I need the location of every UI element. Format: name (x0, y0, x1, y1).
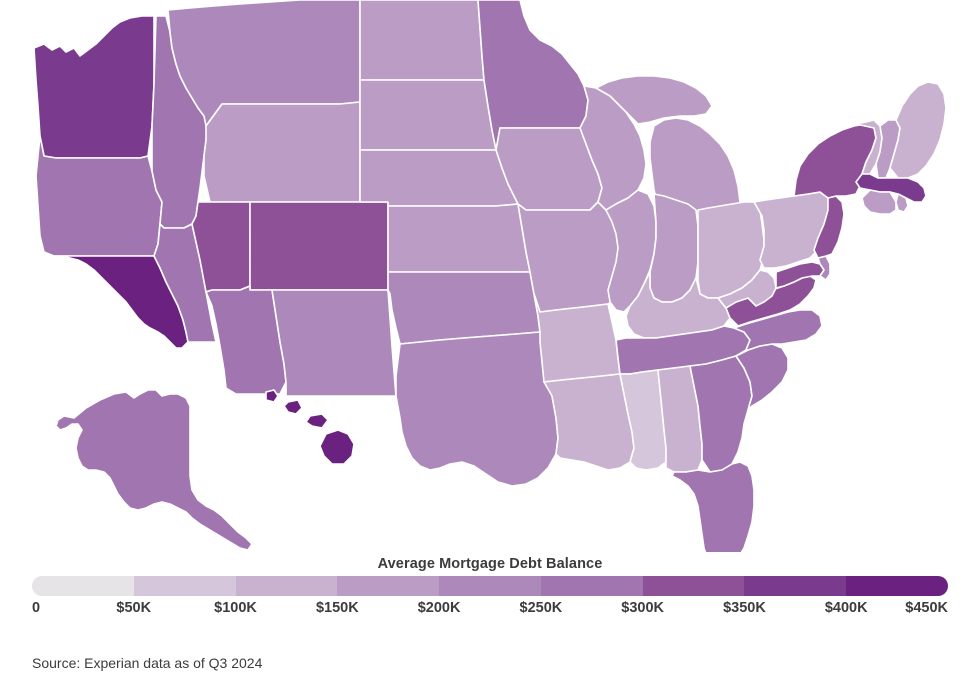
legend-tick-8: $400K (824, 600, 868, 616)
state-KS[interactable]: Kansas (387, 203, 531, 273)
legend-tick-5: $250K (519, 600, 563, 616)
legend-tick-1: $50K (116, 600, 152, 616)
legend-colorbar-wrap (32, 576, 948, 596)
state-HI-maui[interactable]: Hawaii (305, 413, 329, 429)
legend-band-3 (337, 576, 440, 596)
state-WA[interactable]: Washington (33, 15, 155, 159)
state-MI-upper[interactable]: Michigan (595, 75, 713, 125)
state-HI-kauai[interactable]: Hawaii (265, 389, 279, 403)
state-NV[interactable]: Nevada (153, 223, 217, 343)
state-DE[interactable]: Delaware (817, 255, 831, 281)
legend-band-1 (133, 576, 236, 596)
state-TX[interactable]: Texas (395, 331, 559, 487)
legend-colorbar (32, 576, 948, 596)
state-NM[interactable]: New Mexico (271, 289, 397, 397)
state-CT[interactable]: Connecticut (861, 189, 897, 215)
legend-tick-labels: 0 $50K $100K $150K $200K $250K $300K $350K $400K… (32, 600, 948, 622)
legend-band-7 (744, 576, 847, 596)
state-AK[interactable]: Alaska (55, 389, 253, 551)
legend-band-2 (235, 576, 338, 596)
state-FL[interactable]: Florida (671, 461, 755, 552)
state-MS[interactable]: Mississippi (619, 369, 667, 471)
legend-tick-4: $200K (417, 600, 461, 616)
state-VT[interactable]: Vermont (855, 119, 883, 175)
legend-tick-9: $450K (905, 600, 948, 616)
legend: Average Mortgage Debt Balance 0 $50K $100K… (0, 552, 980, 632)
legend-tick-6: $300K (621, 600, 665, 616)
source-note: Source: Experian data as of Q3 2024 (32, 655, 263, 671)
legend-tick-2: $100K (214, 600, 257, 616)
state-ND[interactable]: North Dakota (359, 0, 485, 81)
state-WY[interactable]: Wyoming (203, 101, 361, 203)
state-NJ[interactable]: New Jersey (813, 195, 845, 259)
state-NC[interactable]: North Carolina (733, 309, 823, 357)
us-choropleth-map: Washington Oregon California Idaho Nevad… (33, 0, 947, 552)
state-LA[interactable]: Louisiana (543, 373, 635, 471)
state-ME[interactable]: Maine (889, 81, 947, 179)
legend-tick-0: 0 (32, 600, 41, 616)
legend-band-4 (439, 576, 541, 596)
us-map-svg: Washington Oregon California Idaho Nevad… (33, 0, 947, 552)
legend-tick-7: $350K (723, 600, 766, 616)
state-IN[interactable]: Indiana (649, 193, 699, 303)
state-NE[interactable]: Nebraska (359, 149, 519, 207)
state-HI-bigisland[interactable]: Hawaii (319, 429, 355, 465)
legend-tick-3: $150K (315, 600, 359, 616)
legend-band-6 (642, 576, 745, 596)
state-CO[interactable]: Colorado (249, 201, 389, 291)
state-HI-oahu[interactable]: Hawaii (283, 399, 303, 415)
legend-band-8 (846, 576, 948, 596)
states-layer: Washington Oregon California Idaho Nevad… (33, 0, 947, 552)
state-SD[interactable]: South Dakota (359, 79, 497, 151)
legend-title: Average Mortgage Debt Balance (377, 556, 603, 572)
legend-band-5 (540, 576, 643, 596)
legend-band-0 (32, 576, 134, 596)
